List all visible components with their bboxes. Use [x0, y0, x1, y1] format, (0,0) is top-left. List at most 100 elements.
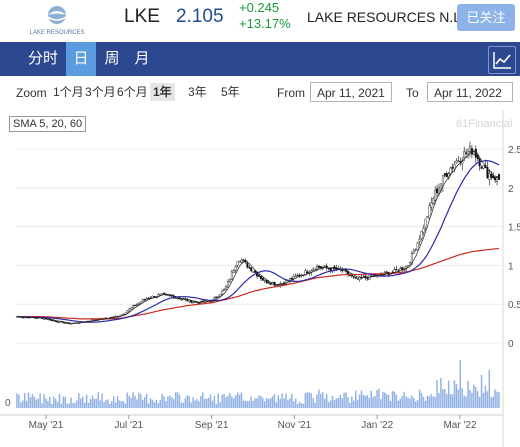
volume-bar [387, 394, 390, 408]
candle-body [265, 280, 268, 284]
candle-body [259, 275, 262, 279]
zoom-3y-button[interactable]: 3年 [188, 85, 207, 99]
volume-bar [327, 402, 330, 408]
candle-body [352, 276, 355, 278]
volume-bar [393, 391, 396, 408]
candle-body [124, 312, 127, 315]
candle-body [226, 281, 229, 288]
volume-bar [134, 395, 136, 408]
chart-type-icon[interactable] [488, 46, 516, 74]
volume-bar [325, 393, 328, 408]
candle-body [412, 250, 415, 254]
volume-bar [35, 399, 38, 408]
candle-body [219, 294, 222, 297]
volume-bar [74, 402, 76, 408]
from-date-input[interactable]: Apr 11, 2021 [310, 82, 392, 102]
tab-weekly[interactable]: 周 [104, 50, 120, 67]
tab-monthly[interactable]: 月 [134, 50, 150, 67]
volume-bar [358, 394, 361, 408]
candle-body [225, 286, 228, 290]
volume-bar [124, 403, 127, 408]
zoom-1m-button[interactable]: 1个月 [53, 85, 84, 99]
candle-body [418, 239, 421, 242]
to-date-input[interactable]: Apr 11, 2022 [427, 82, 513, 102]
zoom-6m-button[interactable]: 6个月 [117, 85, 148, 99]
volume-bar [37, 398, 39, 408]
volume-bar [405, 396, 407, 408]
candle-body [463, 151, 466, 158]
volume-bar [233, 398, 235, 408]
volume-bar [445, 393, 448, 408]
candle-body [213, 297, 216, 300]
zoom-3m-button[interactable]: 3个月 [85, 85, 116, 99]
zoom-1y-button[interactable]: 1年 [150, 83, 175, 101]
candle-body [416, 242, 419, 251]
volume-bar [43, 394, 45, 408]
candle-body [316, 266, 319, 270]
volume-bar [256, 398, 258, 408]
volume-bar [103, 401, 105, 408]
volume-bar [51, 403, 53, 408]
candle-body [408, 262, 411, 266]
candle-body [248, 266, 251, 269]
candle-body [275, 284, 278, 286]
volume-bar [54, 398, 57, 408]
volume-bar [492, 396, 494, 408]
volume-bar [490, 397, 492, 408]
price-chart[interactable]: 0 0.5 1 1.5 2 2.5 0 May '21 Jul '21 Sep '21 Nov '… [0, 110, 520, 447]
volume-bar [244, 400, 247, 408]
candle-body [372, 275, 375, 277]
volume-bar [275, 402, 278, 408]
volume-bar [68, 403, 70, 408]
volume-bar [66, 403, 69, 408]
volume-bar [296, 403, 299, 408]
candle-body [122, 313, 125, 316]
candle-body [401, 267, 404, 270]
indicator-label[interactable]: SMA 5, 20, 60 [9, 116, 87, 132]
tab-daily[interactable]: 日 [66, 42, 96, 76]
volume-bar [225, 397, 227, 408]
zoom-5y-button[interactable]: 5年 [221, 85, 240, 99]
volume-bar [310, 393, 312, 408]
candle-body [356, 278, 359, 280]
volume-bar [163, 396, 165, 408]
volume-bar [343, 392, 345, 408]
volume-bar [416, 400, 419, 408]
volume-bar [52, 396, 55, 408]
volume-bar [438, 392, 440, 408]
volume-bar [399, 398, 401, 408]
candle-body [165, 294, 168, 296]
volume-bar [478, 396, 481, 408]
volume-bar [376, 389, 378, 408]
candle-body [238, 260, 241, 263]
volume-bar [87, 402, 90, 408]
follow-button[interactable]: 已关注 [457, 4, 515, 31]
y-tick-label: 2 [508, 184, 514, 195]
volume-bar [440, 378, 442, 408]
candle-body [159, 293, 162, 296]
candle-body [197, 302, 200, 304]
volume-bar [414, 401, 417, 408]
volume-bar [188, 395, 190, 408]
volume-bar [436, 380, 438, 408]
volume-bar [246, 401, 249, 408]
volume-bar [80, 398, 82, 408]
volume-bar [200, 396, 202, 408]
candle-body [451, 166, 454, 169]
volume-bar [153, 402, 156, 408]
volume-bar [159, 400, 161, 408]
candle-body [250, 267, 253, 272]
tab-intraday[interactable]: 分时 [27, 50, 58, 67]
volume-bar [219, 402, 221, 408]
candle-body [267, 281, 270, 284]
volume-bar [111, 401, 113, 408]
volume-bar [263, 401, 266, 408]
candle-body [137, 302, 140, 305]
candle-body [64, 322, 67, 325]
candle-body [232, 270, 235, 273]
volume-bar [341, 398, 343, 408]
volume-bar [203, 398, 206, 408]
candle-body [488, 173, 491, 180]
volume-bar [308, 392, 311, 408]
volume-bar [178, 394, 181, 408]
